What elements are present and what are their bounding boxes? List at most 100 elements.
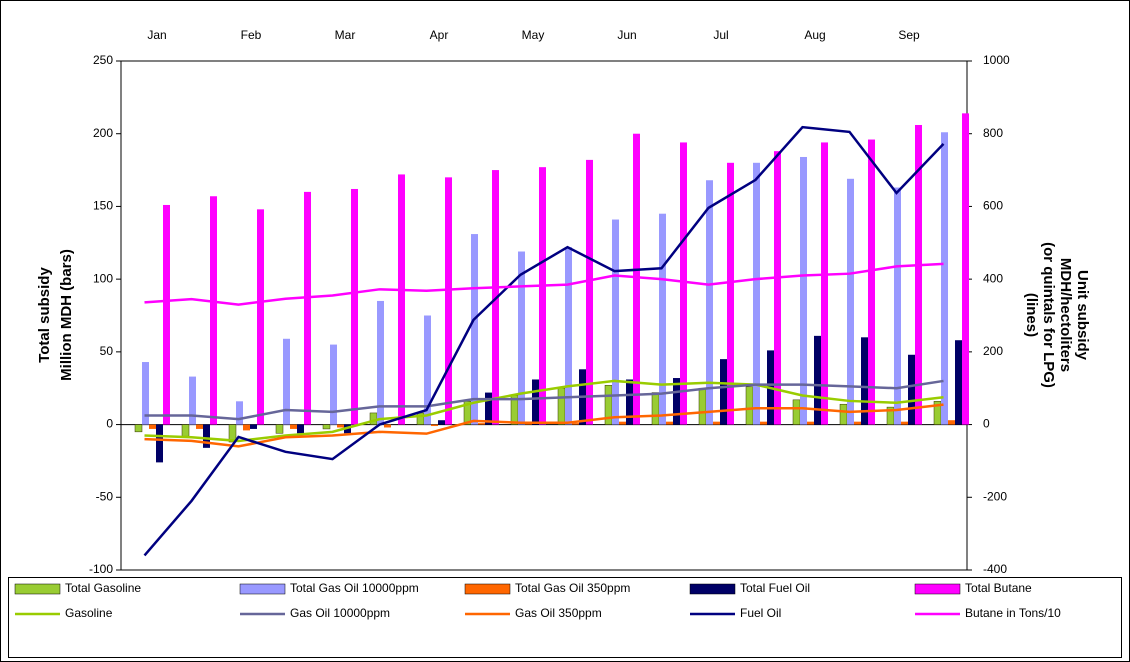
bar bbox=[941, 132, 948, 425]
y2-tick-label: -400 bbox=[983, 562, 1007, 576]
x-tick-label: Mar bbox=[335, 28, 356, 42]
bar bbox=[189, 376, 196, 425]
bar bbox=[807, 421, 814, 425]
bar bbox=[149, 424, 156, 429]
bar bbox=[181, 424, 190, 437]
bar bbox=[156, 424, 163, 463]
bar bbox=[814, 335, 821, 425]
x-tick-label: Jun bbox=[617, 28, 636, 42]
bar bbox=[424, 315, 431, 425]
bar bbox=[586, 159, 593, 425]
bar bbox=[792, 399, 801, 425]
bar bbox=[651, 392, 660, 425]
y2-axis-title-line: Unit subsidy bbox=[1074, 270, 1091, 361]
bar bbox=[619, 421, 626, 425]
y-tick-label: 0 bbox=[106, 417, 113, 431]
legend-label: Total Fuel Oil bbox=[740, 581, 810, 595]
bar bbox=[666, 421, 673, 425]
y2-axis-title-line: MDH/hectoliters bbox=[1057, 258, 1074, 372]
bar bbox=[532, 379, 539, 425]
bar bbox=[727, 162, 734, 425]
x-tick-label: Jul bbox=[713, 28, 728, 42]
bar bbox=[698, 387, 707, 425]
legend-swatch bbox=[464, 583, 511, 595]
bar bbox=[471, 234, 478, 425]
y2-tick-label: 400 bbox=[983, 271, 1003, 285]
bar bbox=[203, 424, 210, 448]
x-tick-label: Aug bbox=[804, 28, 825, 42]
bar bbox=[908, 354, 915, 425]
bar bbox=[228, 424, 237, 443]
bar bbox=[633, 133, 640, 425]
line-series bbox=[143, 125, 945, 557]
bar bbox=[868, 139, 875, 425]
y-tick-label: -100 bbox=[89, 562, 113, 576]
bar bbox=[572, 423, 579, 425]
y2-tick-label: 1000 bbox=[983, 53, 1010, 67]
legend-label: Fuel Oil bbox=[740, 606, 781, 620]
legend-swatch bbox=[239, 583, 286, 595]
line-series bbox=[144, 379, 944, 421]
bar bbox=[142, 362, 149, 425]
bar bbox=[445, 177, 452, 425]
bar bbox=[518, 251, 525, 425]
legend-label: Total Gasoline bbox=[65, 581, 141, 595]
bar bbox=[163, 204, 170, 425]
legend-swatch bbox=[14, 583, 61, 595]
bar bbox=[760, 421, 767, 425]
bar bbox=[861, 337, 868, 425]
y-tick-label: 250 bbox=[93, 53, 113, 67]
bar bbox=[297, 424, 304, 434]
y2-tick-label: 600 bbox=[983, 199, 1003, 213]
bar bbox=[210, 196, 217, 425]
legend-label: Total Gas Oil 350ppm bbox=[515, 581, 630, 595]
y-tick-label: 50 bbox=[100, 344, 114, 358]
bar bbox=[398, 174, 405, 425]
bar bbox=[377, 300, 384, 425]
bar bbox=[680, 142, 687, 425]
bar bbox=[962, 113, 969, 425]
bar bbox=[821, 142, 828, 425]
x-tick-label: Jan bbox=[147, 28, 166, 42]
line-series bbox=[144, 379, 944, 443]
x-tick-label: Feb bbox=[241, 28, 262, 42]
bar bbox=[720, 359, 727, 425]
bar bbox=[322, 424, 331, 430]
bar bbox=[713, 421, 720, 425]
y-axis-title: Total subsidy Million MDH (bars) bbox=[36, 249, 75, 381]
y2-tick-label: -200 bbox=[983, 489, 1007, 503]
bar bbox=[275, 424, 284, 434]
bar bbox=[330, 344, 337, 425]
bar bbox=[337, 424, 344, 428]
bar bbox=[612, 219, 619, 425]
y2-axis-title-line: (or quintals for LPG) bbox=[1040, 242, 1057, 388]
bar bbox=[304, 191, 311, 425]
legend-label: Gasoline bbox=[65, 606, 113, 620]
legend-label: Gas Oil 10000ppm bbox=[290, 606, 390, 620]
y2-tick-label: 200 bbox=[983, 344, 1003, 358]
bar bbox=[431, 424, 438, 427]
bar bbox=[236, 401, 243, 425]
bar bbox=[706, 180, 713, 425]
bar bbox=[565, 247, 572, 425]
bar bbox=[774, 151, 781, 425]
y2-axis-title: Unit subsidyMDH/hectoliters(or quintals … bbox=[1023, 242, 1091, 388]
legend-label: Total Gas Oil 10000ppm bbox=[290, 581, 419, 595]
bar bbox=[915, 124, 922, 425]
bar bbox=[854, 421, 861, 425]
y-tick-label: 100 bbox=[93, 271, 113, 285]
y2-tick-label: 800 bbox=[983, 126, 1003, 140]
bar bbox=[438, 420, 445, 425]
bar bbox=[250, 424, 257, 429]
bar bbox=[847, 178, 854, 425]
bar bbox=[955, 340, 962, 425]
legend-label: Total Butane bbox=[965, 581, 1032, 595]
bar bbox=[745, 386, 754, 425]
y-tick-label: -50 bbox=[96, 489, 114, 503]
bar bbox=[839, 403, 848, 425]
x-tick-label: May bbox=[522, 28, 545, 42]
y-tick-label: 150 bbox=[93, 199, 113, 213]
bar bbox=[485, 392, 492, 425]
bar bbox=[196, 424, 203, 429]
